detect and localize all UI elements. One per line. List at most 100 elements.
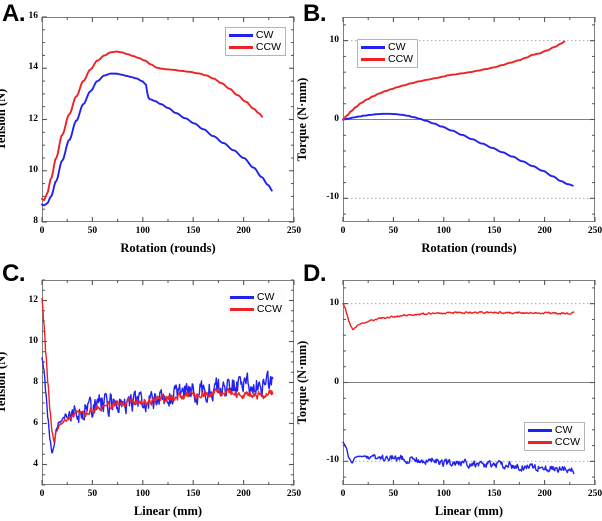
x-tick-label: 250 xyxy=(587,489,602,499)
plot-area-d: CW CCW xyxy=(342,280,596,485)
y-axis-label: Torque (N·mm) xyxy=(294,340,309,424)
legend-item-cw[interactable]: CW xyxy=(228,29,281,41)
y-tick-label: 8 xyxy=(33,216,38,226)
y-axis-label: Torque (N·mm) xyxy=(294,77,309,161)
legend-swatch-cw-icon xyxy=(229,296,254,299)
x-tick-label: 250 xyxy=(286,489,302,499)
legend-swatch-ccw-icon xyxy=(361,58,385,61)
x-tick-label: 50 xyxy=(388,489,399,499)
legend-item-cw[interactable]: CW xyxy=(361,42,413,53)
x-axis-label: Linear (mm) xyxy=(434,504,504,518)
plot-canvas-c xyxy=(41,279,295,486)
x-tick-label: 200 xyxy=(537,489,552,499)
panel-d: D. CW CCW 10 0 -10 0 50 100 150 200 250 Torque (N·… xyxy=(295,260,602,521)
series-line-cw xyxy=(342,112,574,187)
legend-swatch-ccw-icon xyxy=(228,46,253,49)
legend-swatch-ccw-icon xyxy=(229,308,254,311)
y-axis-label: Tension (N) xyxy=(0,88,8,150)
y-tick-label: -10 xyxy=(326,455,339,466)
y-axis-label: Tension (N) xyxy=(0,351,8,413)
legend-c: CW CCW xyxy=(226,290,286,317)
x-tick-label: 150 xyxy=(487,489,502,499)
x-tick-label: 150 xyxy=(186,489,201,499)
y-tick-label: 4 xyxy=(33,458,38,469)
plot-canvas-a xyxy=(41,16,295,223)
series-line-cw xyxy=(41,357,274,454)
series-line-ccw xyxy=(342,40,566,121)
legend-label: CW xyxy=(554,424,573,436)
panel-letter-b: B. xyxy=(303,0,327,27)
x-tick-label: 50 xyxy=(388,226,399,236)
x-tick-label: 50 xyxy=(87,489,98,499)
x-tick-label: 100 xyxy=(436,489,451,499)
y-tick-label: 10 xyxy=(28,164,39,175)
legend-label: CCW xyxy=(554,436,580,448)
legend-label: CW xyxy=(256,291,275,303)
x-tick-label: 200 xyxy=(537,226,552,236)
x-tick-label: 0 xyxy=(39,226,45,236)
panel-letter-d: D. xyxy=(303,260,327,287)
y-tick-label: 12 xyxy=(28,294,39,305)
legend-label: CCW xyxy=(256,303,282,315)
legend-b: CW CCW xyxy=(357,39,419,68)
x-axis-label: Linear (mm) xyxy=(133,504,203,518)
x-tick-label: 150 xyxy=(186,226,201,236)
x-tick-label: 100 xyxy=(135,226,150,236)
x-tick-label: 200 xyxy=(236,489,251,499)
legend-label: CW xyxy=(255,29,274,41)
x-tick-label: 0 xyxy=(340,226,346,236)
series-line-cw xyxy=(342,441,575,475)
legend-item-ccw[interactable]: CCW xyxy=(527,436,580,448)
panel-letter-c: C. xyxy=(2,260,26,287)
plot-area-b: CW CCW xyxy=(342,17,596,222)
x-tick-label: 200 xyxy=(236,226,251,236)
y-tick-label: 10 xyxy=(329,34,340,45)
y-tick-label: 10 xyxy=(28,335,39,346)
series-line-cw xyxy=(41,72,273,207)
x-tick-label: 100 xyxy=(135,489,150,499)
x-tick-label: 100 xyxy=(436,226,451,236)
plot-area-a: CW CCW xyxy=(41,16,295,223)
y-tick-label: 16 xyxy=(28,11,39,21)
legend-swatch-ccw-icon xyxy=(527,441,552,444)
x-tick-label: 0 xyxy=(340,489,346,499)
legend-item-cw[interactable]: CW xyxy=(527,424,580,436)
y-tick-label: 8 xyxy=(33,376,38,387)
legend-item-ccw[interactable]: CCW xyxy=(361,54,413,65)
x-tick-label: 50 xyxy=(87,226,98,236)
y-tick-label: 0 xyxy=(334,376,339,387)
panel-b: B. CW CCW 10 0 -10 0 50 100 150 200 250 Torque (N·… xyxy=(295,0,602,260)
panel-letter-a: A. xyxy=(2,0,26,27)
panel-c: C. CW CCW 4 6 8 10 12 0 50 100 150 200 250 Tension (… xyxy=(0,260,301,521)
legend-item-ccw[interactable]: CCW xyxy=(229,303,282,315)
legend-d: CW CCW xyxy=(523,422,585,451)
y-tick-label: 6 xyxy=(33,417,38,428)
series-line-ccw xyxy=(342,302,575,331)
legend-item-cw[interactable]: CW xyxy=(229,291,282,303)
x-tick-label: 150 xyxy=(487,226,502,236)
legend-swatch-cw-icon xyxy=(228,34,253,37)
y-tick-label: 14 xyxy=(28,62,39,73)
legend-item-ccw[interactable]: CCW xyxy=(228,41,281,53)
x-tick-label: 250 xyxy=(587,226,602,236)
x-tick-label: 0 xyxy=(39,489,45,499)
legend-label: CCW xyxy=(388,53,414,65)
plot-canvas-b xyxy=(342,17,596,222)
x-axis-label: Rotation (rounds) xyxy=(421,241,517,255)
plot-area-c: CW CCW xyxy=(41,279,295,486)
x-axis-label: Rotation (rounds) xyxy=(120,241,216,255)
x-tick-label: 250 xyxy=(286,226,302,236)
y-tick-label: -10 xyxy=(326,192,339,203)
legend-swatch-cw-icon xyxy=(527,429,552,432)
series-line-ccw xyxy=(41,297,274,443)
legend-label: CCW xyxy=(255,41,281,53)
series-line-ccw xyxy=(41,50,264,201)
panel-a: A. CW CCW 8 10 12 14 16 0 50 100 150 200 250 Tension… xyxy=(0,0,301,260)
y-tick-label: 0 xyxy=(334,113,339,124)
y-tick-label: 10 xyxy=(329,297,340,308)
y-tick-label: 12 xyxy=(28,113,39,124)
legend-a: CW CCW xyxy=(224,27,286,56)
legend-label: CW xyxy=(388,41,406,53)
plot-canvas-d xyxy=(342,280,596,485)
